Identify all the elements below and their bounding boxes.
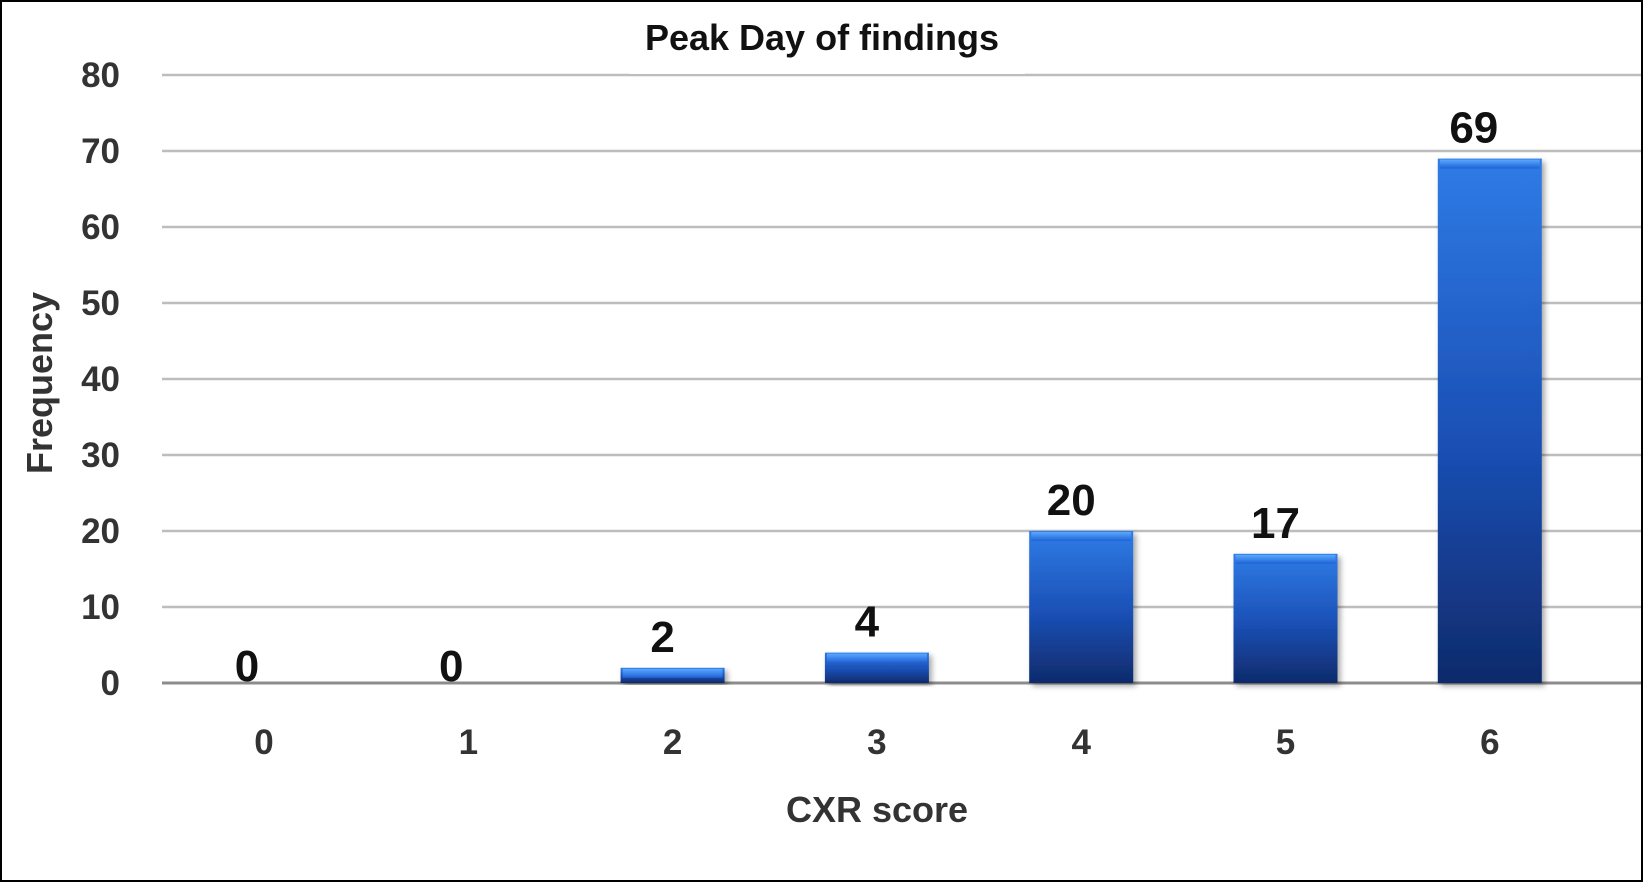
data-label: 2 <box>650 613 674 662</box>
y-tick-label: 50 <box>81 284 120 323</box>
bar <box>1233 553 1338 683</box>
y-tick-label: 0 <box>101 664 120 703</box>
x-tick-label: 4 <box>1071 723 1091 762</box>
bar-highlight <box>1235 554 1336 564</box>
bar-highlight <box>1439 159 1540 169</box>
bar <box>620 667 725 683</box>
x-axis-title: CXR score <box>786 789 968 830</box>
y-tick-label: 60 <box>81 208 120 247</box>
data-label: 0 <box>235 642 259 691</box>
x-tick-label: 1 <box>459 723 478 762</box>
data-label: 17 <box>1251 499 1300 548</box>
data-label: 0 <box>439 642 463 691</box>
y-axis-ticks: 0 10 20 30 40 50 60 70 80 <box>81 56 120 703</box>
bar-highlight <box>622 668 723 678</box>
bar <box>1029 531 1134 683</box>
bar-body <box>1437 158 1542 684</box>
x-tick-label: 3 <box>867 723 886 762</box>
bar-body <box>1029 531 1134 683</box>
y-tick-label: 80 <box>81 56 120 95</box>
x-tick-label: 2 <box>663 723 682 762</box>
y-tick-label: 40 <box>81 360 120 399</box>
bar-highlight <box>826 653 927 663</box>
data-label: 69 <box>1449 104 1498 153</box>
bar-body <box>1233 553 1338 683</box>
bar <box>824 652 929 683</box>
chart-title: Peak Day of findings <box>645 17 999 58</box>
title-background <box>630 12 1025 74</box>
bars <box>620 158 1542 684</box>
y-axis-title: Frequency <box>19 292 60 474</box>
y-tick-label: 70 <box>81 132 120 171</box>
y-tick-label: 10 <box>81 588 120 627</box>
data-labels: 0 0 2 4 20 17 69 <box>235 104 1499 691</box>
x-axis-ticks: 0 1 2 3 4 5 6 <box>254 723 1499 762</box>
data-label: 20 <box>1047 476 1096 525</box>
y-tick-label: 20 <box>81 512 120 551</box>
bar-highlight <box>1031 532 1132 541</box>
bar <box>1437 158 1542 684</box>
x-tick-label: 0 <box>254 723 273 762</box>
x-tick-label: 6 <box>1480 723 1499 762</box>
x-tick-label: 5 <box>1276 723 1295 762</box>
gridlines <box>162 73 1641 685</box>
data-label: 4 <box>855 598 880 647</box>
y-tick-label: 30 <box>81 436 120 475</box>
